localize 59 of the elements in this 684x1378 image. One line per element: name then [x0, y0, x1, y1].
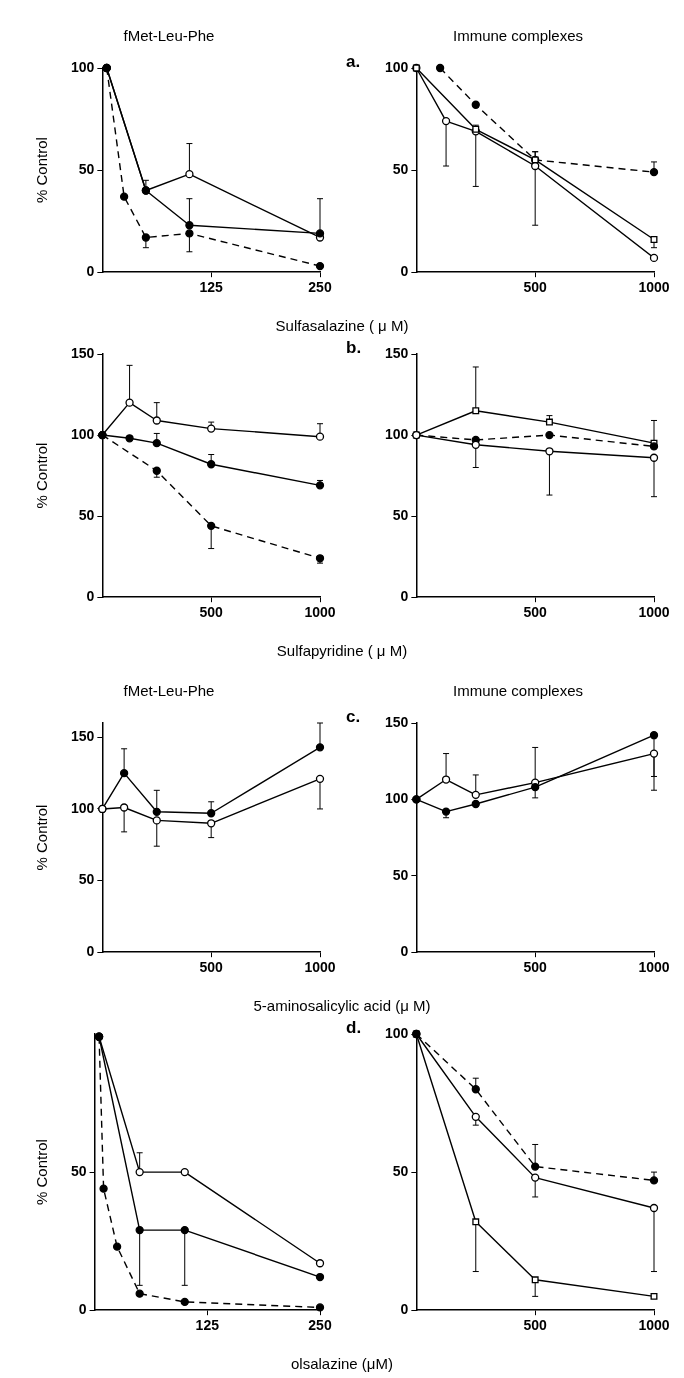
y-tick-label: 0: [400, 263, 409, 280]
y-tick-label: 150: [385, 344, 409, 361]
y-tick-label: 0: [86, 588, 95, 605]
y-tick-label: 100: [71, 799, 95, 816]
y-tick-label: 50: [70, 1162, 87, 1179]
y-tick-label: 50: [392, 160, 409, 177]
x-axis-title: 5-aminosalicylic acid (μ M): [252, 997, 432, 1014]
y-tick-label: 0: [78, 1301, 87, 1318]
chart-title: fMet-Leu-Phe: [123, 682, 215, 700]
y-tick-label: 100: [385, 425, 409, 442]
x-tick-label: 1000: [638, 959, 670, 976]
text: b.: [346, 337, 362, 357]
x-axis-title: Sulfasalazine ( μ M): [274, 317, 410, 334]
x-tick-label: 1000: [638, 1317, 670, 1334]
y-tick-label: 150: [385, 713, 409, 730]
chart-title: Immune complexes: [452, 682, 584, 700]
y-tick-label: 0: [86, 943, 95, 960]
x-tick-label: 500: [523, 279, 548, 296]
y-tick-label: 50: [392, 866, 409, 883]
x-tick-label: 1000: [304, 604, 336, 621]
y-axis-title: % Control: [33, 1139, 51, 1206]
y-tick-label: 0: [86, 263, 95, 280]
y-axis-title: % Control: [33, 137, 51, 204]
y-tick-label: 100: [71, 425, 95, 442]
y-axis-title: % Control: [33, 804, 51, 871]
x-tick-label: 250: [308, 1317, 332, 1334]
y-tick-label: 100: [71, 58, 95, 75]
x-tick-label: 1000: [304, 959, 336, 976]
x-tick-label: 1000: [638, 279, 670, 296]
x-tick-label: 500: [199, 959, 224, 976]
x-tick-label: 500: [523, 1317, 548, 1334]
y-tick-label: 150: [71, 344, 95, 361]
y-tick-label: 50: [392, 1162, 409, 1179]
chart-title: fMet-Leu-Phe: [123, 27, 215, 45]
y-tick-label: 50: [78, 160, 95, 177]
y-tick-label: 0: [400, 943, 409, 960]
x-tick-label: 500: [523, 959, 548, 976]
x-tick-label: 500: [199, 604, 224, 621]
y-axis-title: % Control: [33, 442, 51, 509]
y-tick-label: 0: [400, 1301, 409, 1318]
y-tick-label: 100: [385, 790, 409, 807]
x-axis-title: Sulfapyridine ( μ M): [275, 642, 409, 659]
y-tick-label: 50: [78, 871, 95, 888]
text: c.: [346, 706, 361, 726]
text: a.: [346, 51, 361, 71]
x-tick-label: 500: [523, 604, 548, 621]
y-tick-label: 0: [400, 588, 409, 605]
x-tick-label: 250: [308, 279, 332, 296]
text: d.: [346, 1017, 362, 1037]
chart-title: Immune complexes: [452, 27, 584, 45]
x-tick-label: 125: [195, 1317, 220, 1334]
x-axis-title: olsalazine (μM): [290, 1355, 394, 1372]
x-tick-label: 1000: [638, 604, 670, 621]
y-tick-label: 150: [71, 728, 95, 745]
y-tick-label: 100: [385, 1024, 409, 1041]
y-tick-label: 50: [78, 506, 95, 523]
y-tick-label: 50: [392, 506, 409, 523]
y-tick-label: 100: [385, 58, 409, 75]
x-tick-label: 125: [199, 279, 224, 296]
